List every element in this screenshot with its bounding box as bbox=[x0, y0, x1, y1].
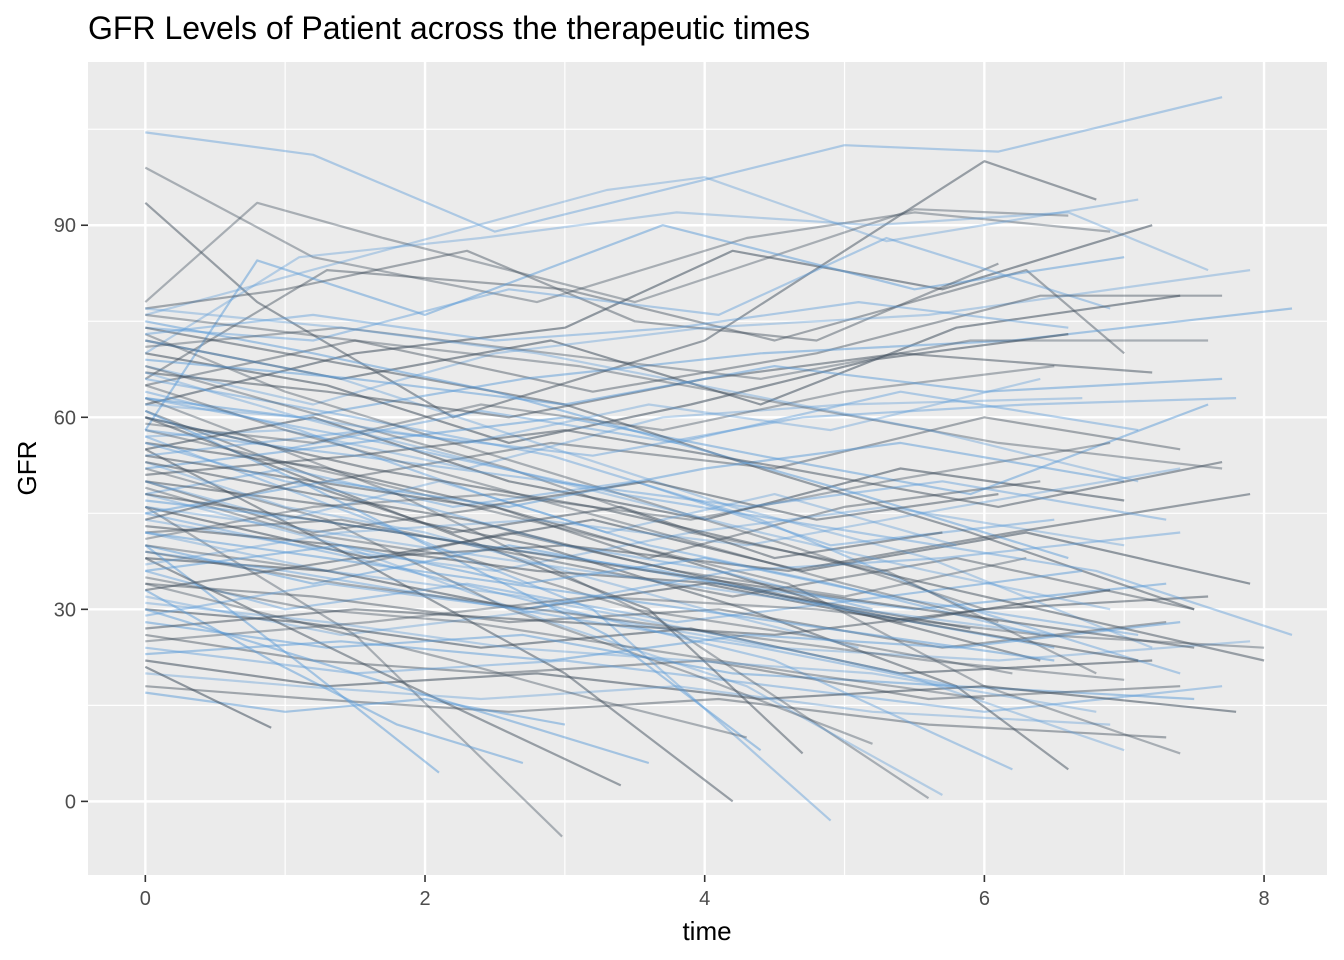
patient-line-59 bbox=[145, 326, 1195, 611]
patient-line-68 bbox=[145, 550, 957, 688]
patient-line-38 bbox=[145, 685, 1167, 739]
patient-line-69 bbox=[145, 576, 985, 701]
patient-line-74 bbox=[145, 531, 1181, 617]
x-axis-ticks: 0 2 4 6 8 bbox=[140, 875, 1270, 910]
patient-line-75 bbox=[145, 493, 1251, 592]
patient-line-96 bbox=[145, 531, 1055, 662]
patient-line-72 bbox=[145, 621, 1181, 662]
patient-line-73 bbox=[145, 595, 1265, 649]
series-lines bbox=[144, 96, 1293, 838]
patient-line-12 bbox=[145, 294, 1181, 406]
x-axis-title: time bbox=[682, 916, 731, 946]
patient-line-88 bbox=[145, 480, 957, 547]
patient-line-90 bbox=[145, 544, 1083, 598]
patient-line-37 bbox=[145, 672, 1111, 726]
patient-line-95 bbox=[145, 493, 1195, 649]
patient-line-56 bbox=[145, 377, 1181, 675]
patient-line-52 bbox=[145, 531, 1125, 752]
patient-line-13 bbox=[145, 269, 1251, 406]
y-tick-label: 60 bbox=[54, 407, 76, 429]
patient-line-20 bbox=[145, 416, 1125, 521]
patient-line-48 bbox=[144, 589, 524, 765]
patient-line-67 bbox=[145, 525, 1139, 662]
patient-line-11 bbox=[145, 236, 1111, 342]
patient-line-9 bbox=[144, 224, 1125, 431]
patient-line-6 bbox=[144, 269, 1125, 380]
patient-line-101 bbox=[145, 582, 747, 739]
patient-line-83 bbox=[145, 352, 1153, 419]
patient-line-22 bbox=[144, 480, 1041, 560]
x-tick-label: 2 bbox=[419, 888, 430, 910]
y-tick-label: 0 bbox=[65, 791, 76, 813]
patient-line-91 bbox=[145, 454, 999, 521]
patient-line-14 bbox=[145, 294, 1223, 393]
patient-line-71 bbox=[145, 595, 1209, 637]
patient-line-47 bbox=[144, 557, 622, 787]
patient-line-93 bbox=[144, 384, 999, 624]
patient-line-4 bbox=[145, 176, 1139, 316]
patient-line-7 bbox=[144, 211, 1209, 355]
patient-line-63 bbox=[145, 441, 1041, 662]
y-axis-title: GFR bbox=[12, 441, 42, 496]
patient-line-92 bbox=[145, 429, 1167, 521]
patient-line-94 bbox=[144, 371, 1111, 611]
patient-line-24 bbox=[145, 505, 1251, 585]
y-axis-ticks: 0 30 60 90 bbox=[54, 215, 88, 813]
y-tick-label: 90 bbox=[54, 215, 76, 237]
patient-line-36 bbox=[145, 659, 1237, 713]
y-tick-label: 30 bbox=[54, 599, 76, 621]
patient-line-29 bbox=[145, 569, 1139, 636]
minor-gridlines bbox=[88, 62, 1327, 875]
x-tick-label: 4 bbox=[699, 888, 710, 910]
patient-line-49 bbox=[145, 467, 873, 745]
patient-line-102 bbox=[144, 608, 650, 765]
x-tick-label: 0 bbox=[140, 888, 151, 910]
patient-line-105 bbox=[145, 313, 1223, 470]
patient-line-3 bbox=[144, 160, 1097, 419]
patient-line-57 bbox=[145, 365, 1097, 675]
patient-line-99 bbox=[145, 461, 971, 630]
patient-line-18 bbox=[144, 409, 1181, 483]
patient-line-19 bbox=[145, 397, 1083, 470]
patient-line-2 bbox=[145, 96, 1223, 233]
patient-line-76 bbox=[145, 467, 1181, 566]
patient-line-86 bbox=[145, 301, 1069, 342]
patient-line-10 bbox=[145, 249, 999, 342]
patient-line-40 bbox=[144, 665, 272, 729]
patient-line-35 bbox=[145, 646, 1223, 713]
patient-line-81 bbox=[145, 365, 1055, 444]
patient-line-80 bbox=[145, 397, 1237, 457]
patient-line-42 bbox=[144, 544, 440, 774]
patient-line-97 bbox=[145, 550, 1125, 681]
patient-line-61 bbox=[144, 333, 985, 611]
patient-line-106 bbox=[145, 307, 1139, 483]
patient-line-1 bbox=[144, 166, 1111, 304]
patient-line-103 bbox=[145, 416, 1265, 662]
patient-line-104 bbox=[145, 397, 1293, 636]
patient-line-84 bbox=[145, 358, 1223, 406]
x-tick-label: 8 bbox=[1259, 888, 1270, 910]
patient-line-60 bbox=[145, 320, 1069, 560]
patient-line-41 bbox=[144, 505, 563, 838]
patient-line-79 bbox=[145, 429, 1223, 508]
chart-title: GFR Levels of Patient across the therape… bbox=[88, 10, 810, 46]
x-tick-label: 6 bbox=[979, 888, 990, 910]
patient-line-30 bbox=[145, 582, 1167, 649]
patient-line-82 bbox=[145, 377, 1041, 444]
patient-line-58 bbox=[145, 339, 1153, 649]
patient-line-85 bbox=[145, 326, 1209, 380]
patient-line-50 bbox=[145, 512, 1013, 771]
patient-line-100 bbox=[145, 505, 1055, 636]
patient-line-5 bbox=[144, 201, 1069, 304]
